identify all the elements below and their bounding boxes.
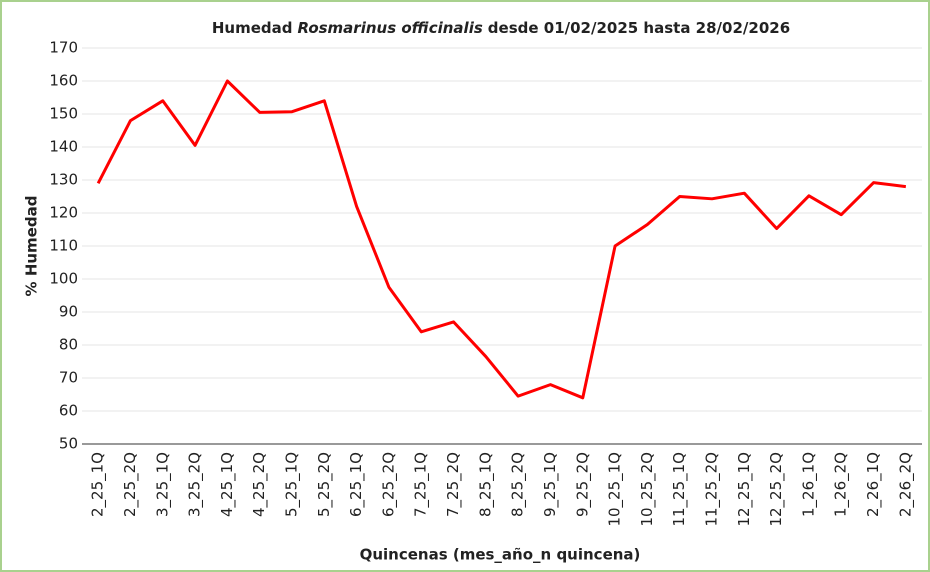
x-tick-label: 4_25_1Q xyxy=(218,452,237,517)
y-tick-label: 50 xyxy=(59,435,78,453)
x-tick-label: 12_25_2Q xyxy=(767,452,786,527)
x-tick-label: 12_25_1Q xyxy=(735,452,754,527)
x-tick-label: 2_26_1Q xyxy=(864,452,883,517)
x-tick-label: 1_26_2Q xyxy=(832,452,851,517)
y-tick-label: 70 xyxy=(59,369,78,387)
x-tick-label: 6_25_2Q xyxy=(379,452,398,517)
x-tick-label: 11_25_2Q xyxy=(703,452,722,527)
y-tick-label: 100 xyxy=(49,270,78,288)
x-tick-label: 3_25_2Q xyxy=(186,452,205,517)
chart-title: Humedad Rosmarinus officinalis desde 01/02… xyxy=(212,19,790,37)
x-tick-label: 1_26_1Q xyxy=(799,452,818,517)
x-tick-label: 8_25_1Q xyxy=(476,452,495,517)
x-tick-label: 9_25_2Q xyxy=(573,452,592,517)
x-axis-title: Quincenas (mes_año_n quincena) xyxy=(360,546,641,564)
x-tick-label: 9_25_1Q xyxy=(541,452,560,517)
y-tick-label: 170 xyxy=(49,39,78,57)
x-tick-label: 10_25_2Q xyxy=(638,452,657,527)
y-tick-label: 160 xyxy=(49,72,78,90)
x-tick-label: 8_25_2Q xyxy=(509,452,528,517)
y-tick-label: 130 xyxy=(49,171,78,189)
y-tick-label: 90 xyxy=(59,303,78,321)
title-species: Rosmarinus officinalis xyxy=(298,19,483,37)
x-tick-label: 4_25_2Q xyxy=(250,452,269,517)
x-tick-label: 2_25_1Q xyxy=(89,452,108,517)
x-tick-label: 7_25_1Q xyxy=(412,452,431,517)
x-tick-label: 5_25_1Q xyxy=(283,452,302,517)
x-tick-label: 6_25_1Q xyxy=(347,452,366,517)
title-prefix: Humedad xyxy=(212,19,293,37)
y-tick-label: 120 xyxy=(49,204,78,222)
x-tick-label: 3_25_1Q xyxy=(153,452,172,517)
y-tick-label: 80 xyxy=(59,336,78,354)
data-line xyxy=(96,79,907,400)
y-tick-label: 110 xyxy=(49,237,78,255)
x-tick-label: 2_25_2Q xyxy=(121,452,140,517)
x-tick-label: 10_25_1Q xyxy=(606,452,625,527)
x-tick-label: 11_25_1Q xyxy=(670,452,689,527)
y-axis-title: % Humedad xyxy=(23,196,41,297)
y-tick-label: 140 xyxy=(49,138,78,156)
x-tick-label: 7_25_2Q xyxy=(444,452,463,517)
x-tick-label: 5_25_2Q xyxy=(315,452,334,517)
y-tick-label: 60 xyxy=(59,402,78,420)
title-suffix: desde 01/02/2025 hasta 28/02/2026 xyxy=(488,19,790,37)
y-tick-label: 150 xyxy=(49,105,78,123)
x-tick-label: 2_26_2Q xyxy=(896,452,915,517)
